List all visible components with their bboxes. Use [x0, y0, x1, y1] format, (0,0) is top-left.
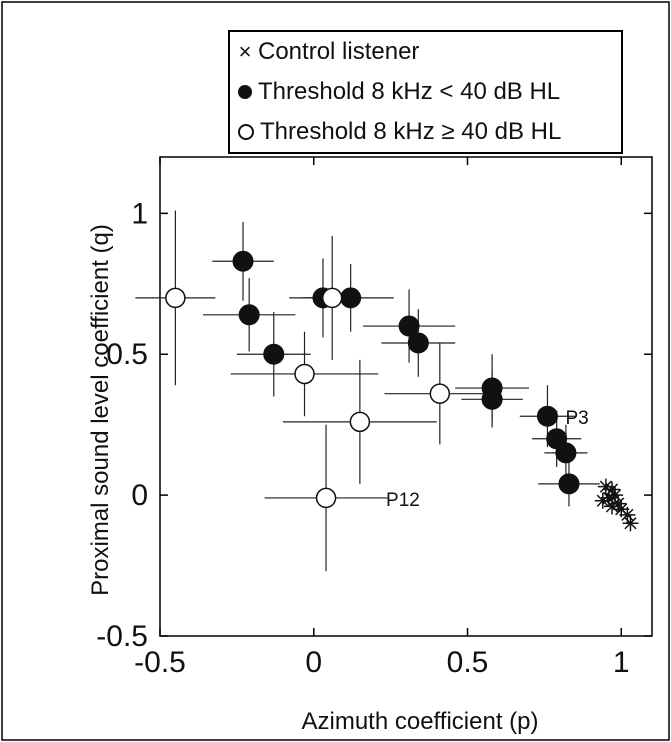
- y-tick-label: 0.5: [106, 338, 148, 371]
- filled-point: [340, 287, 362, 309]
- filled-point: [398, 315, 420, 337]
- y-tick-label: 0: [131, 479, 148, 512]
- filled-point: [536, 405, 558, 427]
- y-tick-label: 1: [131, 197, 148, 230]
- filled-point: [558, 473, 580, 495]
- legend-label: Threshold 8 kHz < 40 dB HL: [258, 78, 561, 105]
- legend-label: Control listener: [258, 38, 420, 65]
- filled-point: [263, 343, 285, 365]
- x-tick-label: -0.5: [134, 646, 186, 679]
- open-point: [429, 383, 451, 404]
- point-label: P3: [565, 408, 588, 429]
- filled-point: [481, 388, 503, 410]
- legend-item-threshold-above: Threshold 8 kHz ≥ 40 dB HL: [236, 114, 561, 150]
- legend-label: Threshold 8 kHz ≥ 40 dB HL: [260, 118, 562, 145]
- legend-item-threshold-below: Threshold 8 kHz < 40 dB HL: [236, 74, 560, 110]
- open-point: [315, 487, 337, 509]
- legend: × Control listener Threshold 8 kHz < 40 …: [228, 30, 623, 154]
- y-axis-label: Proximal sound level coefficient (q): [87, 224, 114, 596]
- control-point: [604, 498, 621, 515]
- filled-point: [232, 250, 254, 272]
- axis-ticks: -0.5 0 0.5 1 -0.5 0 0.5 1: [96, 157, 652, 679]
- open-point: [321, 287, 343, 309]
- data-points: [165, 250, 639, 532]
- legend-item-control: × Control listener: [236, 34, 420, 70]
- filled-circle-icon: [238, 85, 252, 99]
- x-tick-label: 1: [613, 646, 630, 679]
- open-circle-icon: [238, 124, 254, 140]
- control-point: [594, 492, 611, 509]
- filled-point: [238, 304, 260, 326]
- open-point: [294, 363, 315, 385]
- plot-area: [159, 156, 653, 637]
- x-tick-label: 0.5: [447, 646, 489, 679]
- filled-point: [407, 332, 429, 354]
- point-label: P12: [386, 490, 420, 511]
- y-tick-label: -0.5: [96, 620, 148, 653]
- x-axis-label: Azimuth coefficient (p): [302, 708, 539, 735]
- point-annotations: P3 P12: [386, 408, 589, 511]
- filled-point: [555, 442, 577, 464]
- x-tick-label: 0: [305, 646, 322, 679]
- open-point: [349, 411, 371, 433]
- control-point: [622, 515, 639, 532]
- x-marker-icon: ×: [238, 39, 252, 64]
- open-point: [165, 287, 186, 309]
